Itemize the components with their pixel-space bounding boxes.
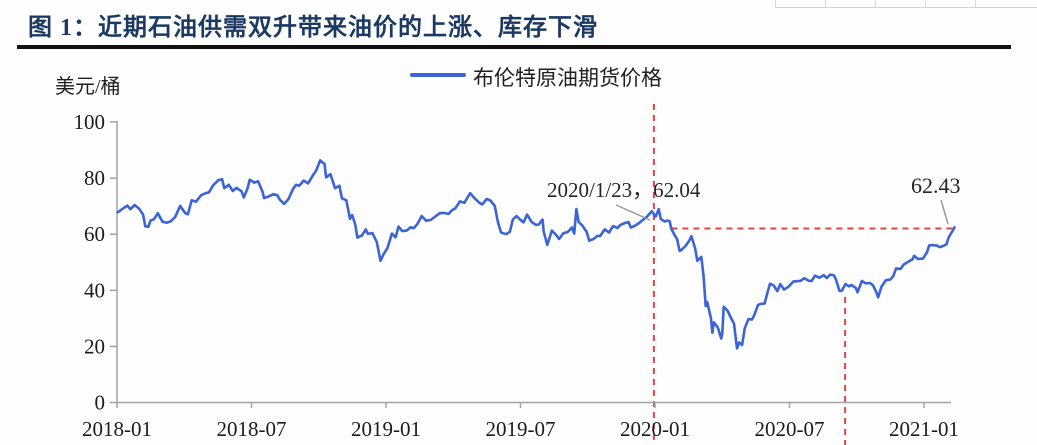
x-tick-label: 2020-07 [755, 417, 825, 441]
figure-title: 图 1：近期石油供需双升带来油价的上涨、库存下滑 [28, 15, 598, 41]
legend-label: 布伦特原油期货价格 [473, 66, 662, 90]
y-tick-label: 80 [84, 166, 105, 190]
x-tick-label: 2018-01 [82, 417, 152, 441]
legend-line-swatch [410, 73, 466, 77]
x-tick-label: 2019-01 [351, 417, 421, 441]
y-tick-label: 60 [84, 222, 105, 246]
callout-leader-peak [615, 204, 651, 221]
x-tick-label: 2019-07 [486, 417, 556, 441]
annotation-2020-01-23: 2020/1/23，62.04 [547, 178, 701, 202]
y-tick-label: 20 [84, 334, 105, 358]
y-tick-label: 100 [74, 110, 106, 134]
x-tick-label: 2018-07 [217, 417, 287, 441]
y-tick-label: 40 [84, 278, 105, 302]
annotation-end-value: 62.43 [911, 173, 961, 198]
table-cell [776, 0, 826, 7]
y-tick-label: 0 [95, 391, 106, 415]
title-divider-rule [17, 45, 1011, 49]
table-cell [926, 0, 976, 7]
y-axis-unit-label: 美元/桶 [55, 76, 121, 98]
table-cell [876, 0, 926, 7]
x-tick-label: 2020-01 [620, 417, 690, 441]
cropped-table-remnant [775, 0, 1037, 8]
table-cell [826, 0, 876, 7]
callout-leader-end [940, 199, 949, 225]
x-tick-label: 2021-01 [889, 417, 959, 441]
brent-price-line [116, 159, 956, 350]
